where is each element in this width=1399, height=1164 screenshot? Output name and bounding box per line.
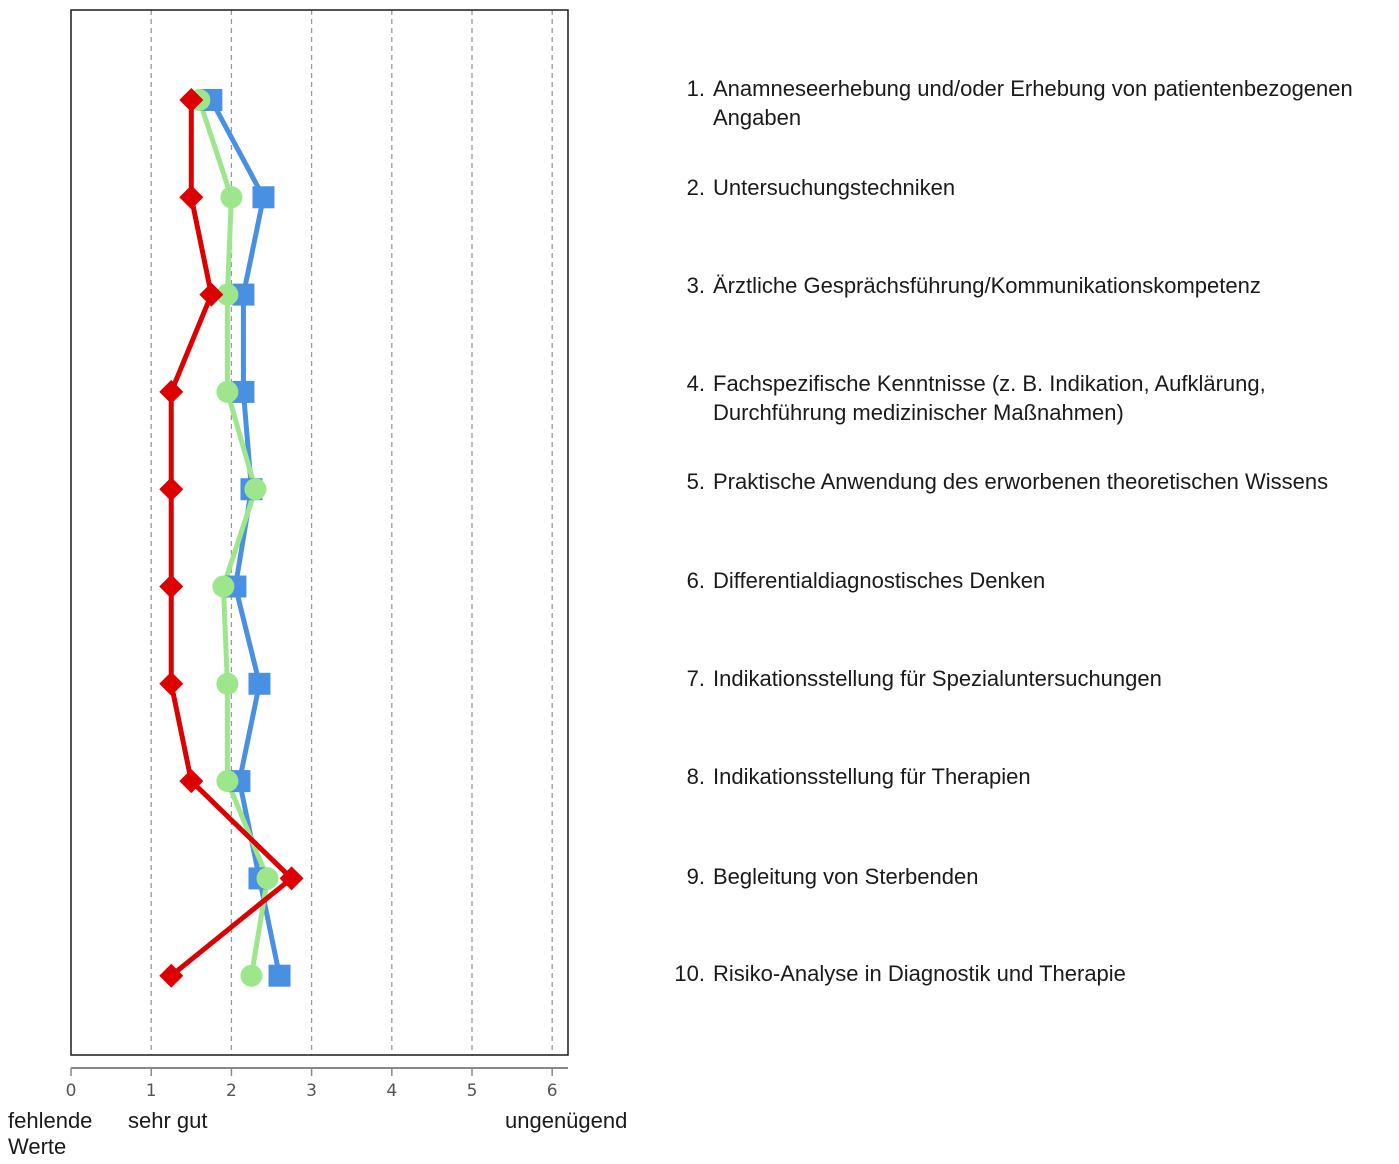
- legend-item-number: 9.: [686, 864, 705, 889]
- x-tick-label-4: 4: [386, 1081, 397, 1101]
- series-3-point-10: [159, 963, 184, 988]
- series-1-point-7: [248, 672, 271, 695]
- x-tick-label-0: 0: [66, 1081, 77, 1101]
- series-3-point-1: [179, 88, 204, 112]
- legend-item-7: 7. Indikationsstellung für Spezialuntersu…: [650, 664, 1390, 693]
- legend-item-number: 5.: [686, 469, 705, 494]
- legend-item-label: Ärztliche Gesprächsführung/Kommunikation…: [713, 273, 1261, 298]
- x-tick-label-3: 3: [306, 1081, 317, 1101]
- legend-item-label: Indikationsstellung für Spezialuntersuch…: [713, 666, 1162, 691]
- legend-item-5: 5. Praktische Anwendung des erworbenen th…: [650, 467, 1390, 496]
- legend-item-number: 2.: [686, 175, 705, 200]
- series-2-line: [196, 97, 270, 979]
- legend-item-label: Differentialdiagnostisches Denken: [713, 568, 1046, 593]
- series-3-point-5: [159, 477, 184, 502]
- legend-item-number: 10.: [674, 961, 705, 986]
- legend-item-number: 4.: [686, 371, 705, 396]
- legend-item-label: Indikationsstellung für Therapien: [713, 764, 1031, 789]
- legend-item-3: 3. Ärztliche Gesprächsführung/Kommunikati…: [650, 271, 1390, 300]
- legend-item-label: Fachspezifische Kenntnisse (z. B. Indika…: [713, 371, 1266, 425]
- series-2-point-6: [212, 575, 235, 598]
- legend-item-number: 7.: [686, 666, 705, 691]
- series-2-point-9: [256, 867, 279, 890]
- series-2-point-7: [216, 672, 239, 695]
- series-3-point-8: [179, 769, 204, 794]
- series-3-point-4: [159, 379, 184, 404]
- scale-label-zero: fehlende Werte: [8, 1108, 93, 1159]
- legend-item-4: 4. Fachspezifische Kenntnisse (z. B. Indi…: [650, 369, 1390, 427]
- scale-label-worst: ungenügend: [505, 1108, 628, 1133]
- series-3-point-2: [179, 185, 204, 210]
- legend-item-8: 8. Indikationsstellung für Therapien: [650, 762, 1390, 791]
- series-1-point-2: [252, 186, 275, 209]
- chart: 0 1 2 3 4 5 6: [66, 9, 569, 1101]
- legend-item-2: 2. Untersuchungstechniken: [650, 173, 1390, 202]
- legend-item-number: 6.: [686, 568, 705, 593]
- series-1-point-10: [268, 964, 291, 987]
- legend-item-number: 3.: [686, 273, 705, 298]
- series-2-point-5: [244, 478, 267, 501]
- series-1-point-4: [232, 380, 255, 403]
- legend-item-label: Praktische Anwendung des erworbenen theo…: [713, 469, 1329, 494]
- plot-frame: [70, 9, 569, 1056]
- legend-item-number: 1.: [686, 76, 705, 101]
- x-tick-label-6: 6: [547, 1081, 558, 1101]
- x-tick-label-2: 2: [226, 1081, 237, 1101]
- legend-item-number: 8.: [686, 764, 705, 789]
- legend-item-10: 10. Risiko-Analyse in Diagnostik und Ther…: [650, 959, 1390, 988]
- legend-item-label: Untersuchungstechniken: [713, 175, 956, 200]
- legend-item-1: 1. Anamneseerhebung und/oder Erhebung von…: [650, 74, 1390, 132]
- series-2-point-2: [220, 186, 243, 209]
- series-1-line: [208, 97, 283, 979]
- series-3-point-9: [279, 866, 304, 891]
- series-3-point-3: [199, 282, 224, 307]
- series-3-line: [168, 97, 295, 979]
- x-tick-label-1: 1: [146, 1081, 157, 1101]
- legend-item-label: Risiko-Analyse in Diagnostik und Therapi…: [713, 961, 1126, 986]
- legend-item-label: Anamneseerhebung und/oder Erhebung von p…: [713, 76, 1353, 130]
- legend-item-6: 6. Differentialdiagnostisches Denken: [650, 566, 1390, 595]
- series-1-point-3: [232, 283, 255, 306]
- series-3-point-6: [159, 574, 184, 599]
- series-2-point-10: [240, 964, 263, 987]
- series-3-point-7: [159, 671, 184, 696]
- scale-label-best: sehr gut: [128, 1108, 208, 1133]
- series-layer: [159, 88, 304, 988]
- grid-lines: [150, 10, 553, 1055]
- legend-item-label: Begleitung von Sterbenden: [713, 864, 979, 889]
- series-2-point-8: [216, 770, 239, 793]
- legend-item-9: 9. Begleitung von Sterbenden: [650, 862, 1390, 891]
- x-tick-label-5: 5: [467, 1081, 478, 1101]
- series-2-point-3: [216, 283, 239, 306]
- x-axis-ticks: 0 1 2 3 4 5 6: [66, 1068, 558, 1101]
- series-2-point-4: [216, 380, 239, 403]
